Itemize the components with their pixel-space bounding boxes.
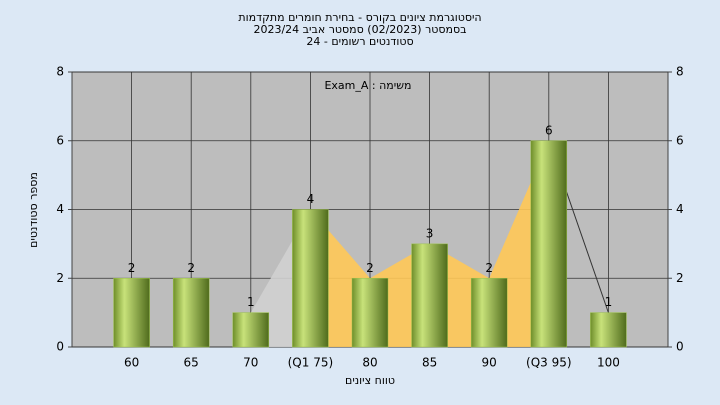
y-tick-label: 8 <box>56 65 64 79</box>
y2-tick-label: 6 <box>676 133 684 147</box>
bar <box>232 312 270 348</box>
value-label: 2 <box>366 261 374 275</box>
value-label: 1 <box>247 295 255 309</box>
value-label: 2 <box>128 261 136 275</box>
x-tick-label: 100 <box>597 356 620 370</box>
y-tick-label: 4 <box>56 202 64 216</box>
bar <box>530 140 568 348</box>
bar <box>470 278 508 348</box>
bar <box>590 312 627 348</box>
annotation: משימה : Exam_A <box>324 79 411 92</box>
y2-tick-label: 8 <box>676 65 684 79</box>
x-tick-label: 65 <box>184 356 199 370</box>
bar <box>113 278 150 348</box>
x-tick-label: 70 <box>243 356 258 370</box>
bar <box>172 278 210 348</box>
x-tick-label: 90 <box>482 356 497 370</box>
bar <box>411 243 448 348</box>
y2-tick-label: 0 <box>676 340 684 354</box>
y-tick-label: 2 <box>56 271 64 285</box>
value-label: 1 <box>605 295 613 309</box>
y2-tick-label: 4 <box>676 202 684 216</box>
x-axis-label: טווח ציונים <box>345 374 395 387</box>
value-label: 3 <box>426 226 434 240</box>
bar <box>351 278 389 348</box>
x-tick-label: (Q3 95) <box>526 356 572 370</box>
y-tick-label: 0 <box>56 340 64 354</box>
value-label: 2 <box>187 261 195 275</box>
x-tick-label: (Q1 75) <box>288 356 334 370</box>
y-tick-label: 6 <box>56 133 64 147</box>
value-label: 4 <box>307 192 315 206</box>
value-label: 6 <box>545 123 553 137</box>
value-label: 2 <box>485 261 493 275</box>
chart-title: היסטוגרמת ציונים בקורס - בחירת חומרים מת… <box>238 11 481 24</box>
x-tick-label: 80 <box>362 356 377 370</box>
x-tick-label: 85 <box>422 356 437 370</box>
y-axis-label: מספר סטודנטים <box>27 172 40 248</box>
chart-subtitle: סטודנטים רשומים - 24 <box>306 35 413 48</box>
y2-tick-label: 2 <box>676 271 684 285</box>
bar <box>292 209 329 348</box>
chart-subtitle: בסמסטר (02/2023) סמסטר אביב 2023/24 <box>253 23 466 36</box>
x-tick-label: 60 <box>124 356 139 370</box>
